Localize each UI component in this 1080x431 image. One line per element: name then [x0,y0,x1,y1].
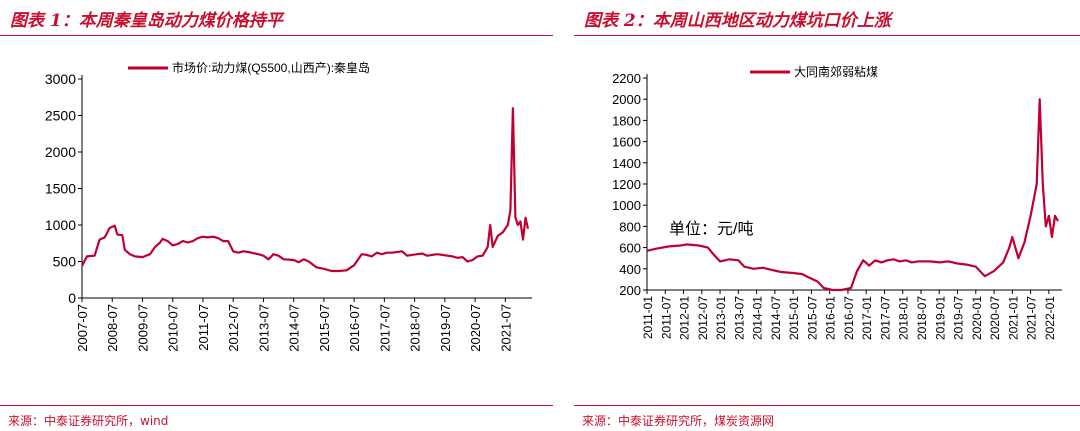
y-tick-label: 200 [619,283,641,298]
x-tick-label: 2014-07 [287,304,302,352]
y-tick-label: 1800 [612,113,641,128]
source-note: 来源：中泰证券研究所，煤炭资源网 [582,414,775,428]
series-line [646,98,1059,292]
x-tick-label: 2016-07 [842,296,856,340]
x-tick-label: 2012-01 [678,296,692,340]
y-tick-label: 2000 [45,144,76,160]
x-tick-label: 2017-01 [860,296,874,340]
x-tick-label: 2020-01 [970,296,984,340]
x-tick-label: 2013-07 [256,304,271,352]
title-rule [0,35,553,36]
x-tick-label: 2016-01 [824,296,838,340]
y-tick-label: 400 [619,262,641,277]
x-tick-label: 2015-07 [317,304,332,352]
y-tick-label: 1200 [612,177,641,192]
source-note: 来源：中泰证券研究所，wind [8,414,169,428]
y-tick-label: 2500 [45,108,76,124]
x-tick-label: 2012-07 [696,296,710,340]
y-tick-label: 600 [619,241,641,256]
x-tick-label: 2019-01 [933,296,947,340]
unit-annotation: 单位：元/吨 [669,220,753,238]
left-chart-panel: 图表 1：本周秦皇岛动力煤价格持平 0 500 1000 1500 2000 2500 30… [0,11,553,428]
x-tick-label: 2019-07 [438,304,453,352]
y-tick-label: 2200 [612,71,641,86]
x-tick-label: 2020-07 [988,296,1002,340]
x-tick-label: 2011-07 [659,296,673,339]
x-tick-label: 2010-07 [166,304,181,352]
series-line [81,107,530,273]
x-tick-label: 2021-07 [498,304,513,352]
legend-label: 大同南郊弱粘煤 [794,64,878,79]
price-line-chart: 200 400 600 800 1000 1200 1400 1600 1800 2000 2200… [612,64,1062,340]
legend-label: 市场价:动力煤(Q5500,山西产):秦皇岛 [172,60,370,75]
y-tick-label: 1000 [45,217,76,233]
x-tick-label: 2017-07 [878,296,892,340]
x-tick-label: 2009-07 [135,304,150,352]
y-tick-label: 3000 [45,71,76,87]
x-tick-label: 2012-07 [226,304,241,352]
y-tick-label: 500 [53,254,77,270]
y-tick-label: 800 [619,219,641,234]
right-chart-panel: 图表 2：本周山西地区动力煤坑口价上涨 200 400 600 800 1000 1200… [574,0,1080,431]
y-tick-label: 1400 [612,156,641,171]
title-rule [574,35,1080,36]
x-tick-label: 2015-07 [805,296,819,340]
x-tick-label: 2017-07 [377,304,392,352]
x-tick-label: 2020-07 [468,304,483,352]
y-tick-label: 1500 [45,181,76,197]
x-tick-label: 2011-07 [196,304,211,351]
x-tick-label: 2021-07 [1025,296,1039,340]
x-tick-label: 2021-01 [1006,296,1020,340]
price-line-chart: 0 500 1000 1500 2000 2500 3000 2007-07 2008-07 20… [45,60,532,352]
x-tick-label: 2015-01 [787,296,801,340]
x-tick-label: 2016-07 [347,304,362,352]
y-tick-label: 0 [68,290,76,306]
y-tick-label: 2000 [612,92,641,107]
x-tick-label: 2008-07 [105,304,120,352]
x-tick-label: 2018-01 [897,296,911,340]
x-tick-label: 2014-01 [751,296,765,340]
x-tick-label: 2013-01 [714,296,728,340]
y-tick-label: 1000 [612,198,641,213]
x-tick-label: 2014-07 [769,296,783,340]
source-rule [574,405,1080,406]
chart-title: 图表 1：本周秦皇岛动力煤价格持平 [10,11,283,31]
x-tick-label: 2019-07 [952,296,966,340]
source-rule [0,405,553,406]
x-tick-label: 2007-07 [75,304,90,352]
x-tick-label: 2018-07 [915,296,929,340]
x-tick-label: 2013-07 [732,296,746,340]
chart-title: 图表 2：本周山西地区动力煤坑口价上涨 [584,11,891,31]
x-tick-label: 2011-01 [641,296,655,339]
x-tick-label: 2022-01 [1043,296,1057,340]
y-tick-label: 1600 [612,135,641,150]
x-tick-label: 2018-07 [408,304,423,352]
